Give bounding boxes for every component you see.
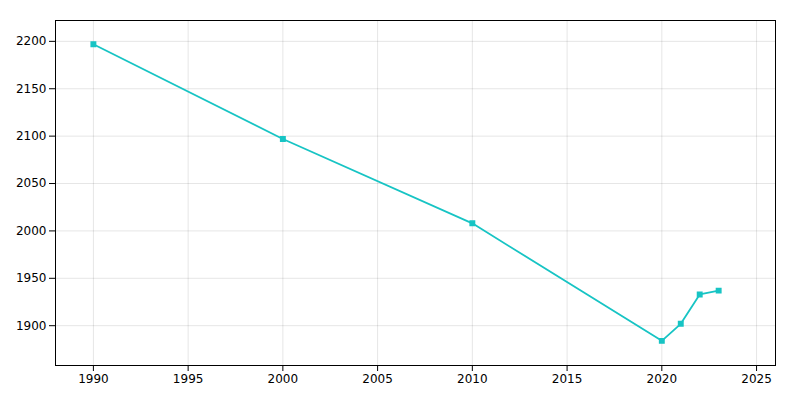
svg-text:2100: 2100 xyxy=(16,129,47,143)
svg-text:1900: 1900 xyxy=(16,319,47,333)
svg-text:2000: 2000 xyxy=(268,372,299,386)
svg-text:2005: 2005 xyxy=(362,372,393,386)
svg-text:1950: 1950 xyxy=(16,271,47,285)
svg-text:1995: 1995 xyxy=(173,372,204,386)
svg-text:2000: 2000 xyxy=(16,224,47,238)
svg-text:2020: 2020 xyxy=(647,372,678,386)
svg-text:2025: 2025 xyxy=(741,372,772,386)
svg-text:2150: 2150 xyxy=(16,82,47,96)
svg-text:2200: 2200 xyxy=(16,34,47,48)
svg-text:1990: 1990 xyxy=(78,372,109,386)
svg-text:2010: 2010 xyxy=(457,372,488,386)
svg-text:2050: 2050 xyxy=(16,176,47,190)
svg-text:2015: 2015 xyxy=(552,372,583,386)
